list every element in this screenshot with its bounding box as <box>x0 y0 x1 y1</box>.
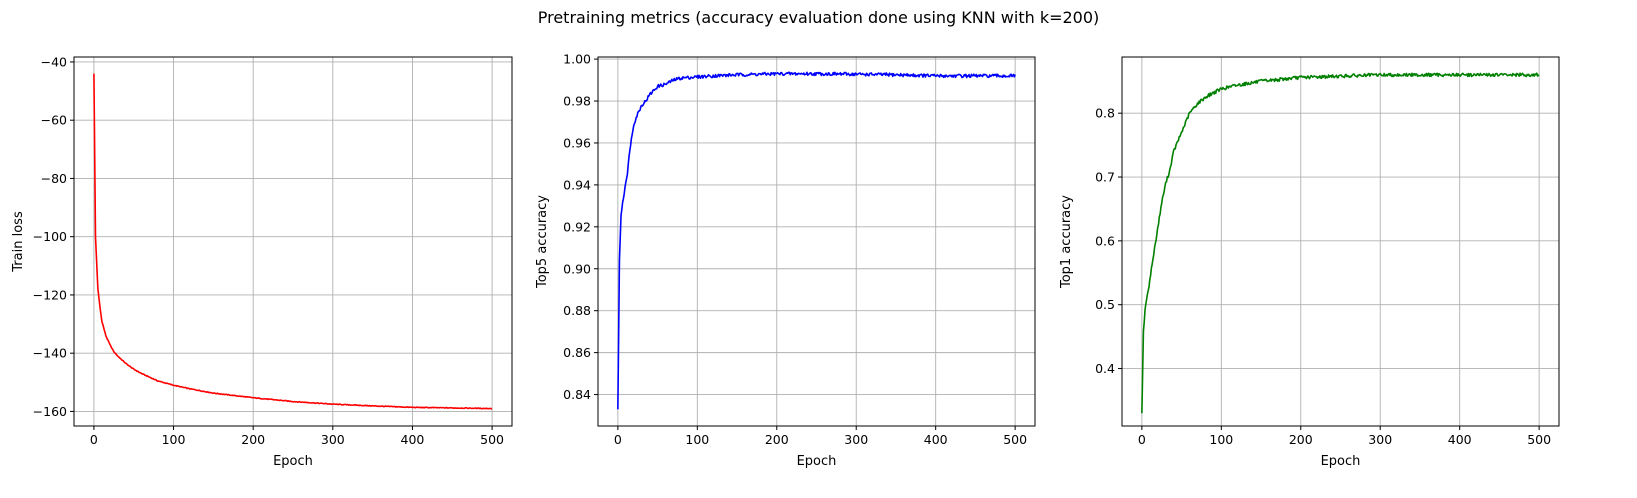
y-axis-label: Top5 accuracy <box>535 195 550 289</box>
x-tick-label: 400 <box>401 432 425 447</box>
top5-accuracy-series-line <box>617 71 1016 410</box>
x-tick-label: 400 <box>1448 432 1472 447</box>
x-tick-label: 0 <box>90 432 98 447</box>
y-tick-label: −40 <box>41 54 67 69</box>
y-axis-label: Train loss <box>11 211 26 273</box>
x-tick-label: 200 <box>765 432 789 447</box>
y-tick-label: −160 <box>33 404 67 419</box>
x-tick-label: 0 <box>1138 432 1146 447</box>
x-tick-label: 500 <box>1003 432 1027 447</box>
y-tick-label: 0.88 <box>563 303 591 318</box>
chart-top5-accuracy: 0 100 200 300 400 500 0.84 0.86 0.88 0.90 0.92 0.94… <box>535 52 1036 469</box>
y-tick-label: 0.6 <box>1095 233 1115 248</box>
train-loss-series-line <box>93 73 493 410</box>
y-tick-label: 0.98 <box>563 94 591 109</box>
x-tick-label: 500 <box>480 432 504 447</box>
plot-frame <box>1121 56 1560 427</box>
x-tick-label: 200 <box>241 432 265 447</box>
x-tick-label: 0 <box>614 432 622 447</box>
y-tick-label: 0.8 <box>1095 106 1115 121</box>
top1-accuracy-series-line <box>1141 72 1540 414</box>
x-tick-label: 100 <box>1209 432 1233 447</box>
x-tick-label: 500 <box>1527 432 1551 447</box>
y-tick-label: 0.94 <box>563 177 591 192</box>
x-tick-label: 300 <box>321 432 345 447</box>
y-tick-label: −140 <box>33 346 67 361</box>
y-axis-label: Top1 accuracy <box>1059 195 1074 289</box>
x-tick-label: 100 <box>685 432 709 447</box>
y-tick-label: −100 <box>33 229 67 244</box>
y-tick-label: 1.00 <box>563 52 591 67</box>
y-tick-label: 0.86 <box>563 345 591 360</box>
y-tick-label: 0.7 <box>1095 170 1115 185</box>
y-tick-label: 0.92 <box>563 219 591 234</box>
y-tick-label: −80 <box>41 171 67 186</box>
x-axis-label: Epoch <box>1321 454 1361 469</box>
y-tick-label: 0.5 <box>1095 297 1115 312</box>
y-tick-label: 0.84 <box>563 387 591 402</box>
x-axis-label: Epoch <box>273 454 313 469</box>
plot-frame <box>73 56 513 427</box>
y-tick-label: 0.4 <box>1095 361 1115 376</box>
x-axis-label: Epoch <box>797 454 837 469</box>
plot-frame <box>597 56 1036 427</box>
x-tick-label: 200 <box>1289 432 1313 447</box>
chart-top1-accuracy: 0 100 200 300 400 500 0.4 0.5 0.6 0.7 0.8 Epoch Top1… <box>1059 56 1560 469</box>
y-tick-label: 0.96 <box>563 135 591 150</box>
chart-train-loss: 0 100 200 300 400 500 −160 −140 −120 −100 −80 −60 −4… <box>11 54 513 469</box>
y-tick-label: −120 <box>33 287 67 302</box>
x-tick-label: 400 <box>924 432 948 447</box>
x-tick-label: 100 <box>162 432 186 447</box>
y-tick-label: 0.90 <box>563 261 591 276</box>
x-tick-label: 300 <box>1368 432 1392 447</box>
figure-title: Pretraining metrics (accuracy evaluation… <box>537 8 1100 27</box>
x-tick-label: 300 <box>844 432 868 447</box>
y-tick-label: −60 <box>41 113 67 128</box>
